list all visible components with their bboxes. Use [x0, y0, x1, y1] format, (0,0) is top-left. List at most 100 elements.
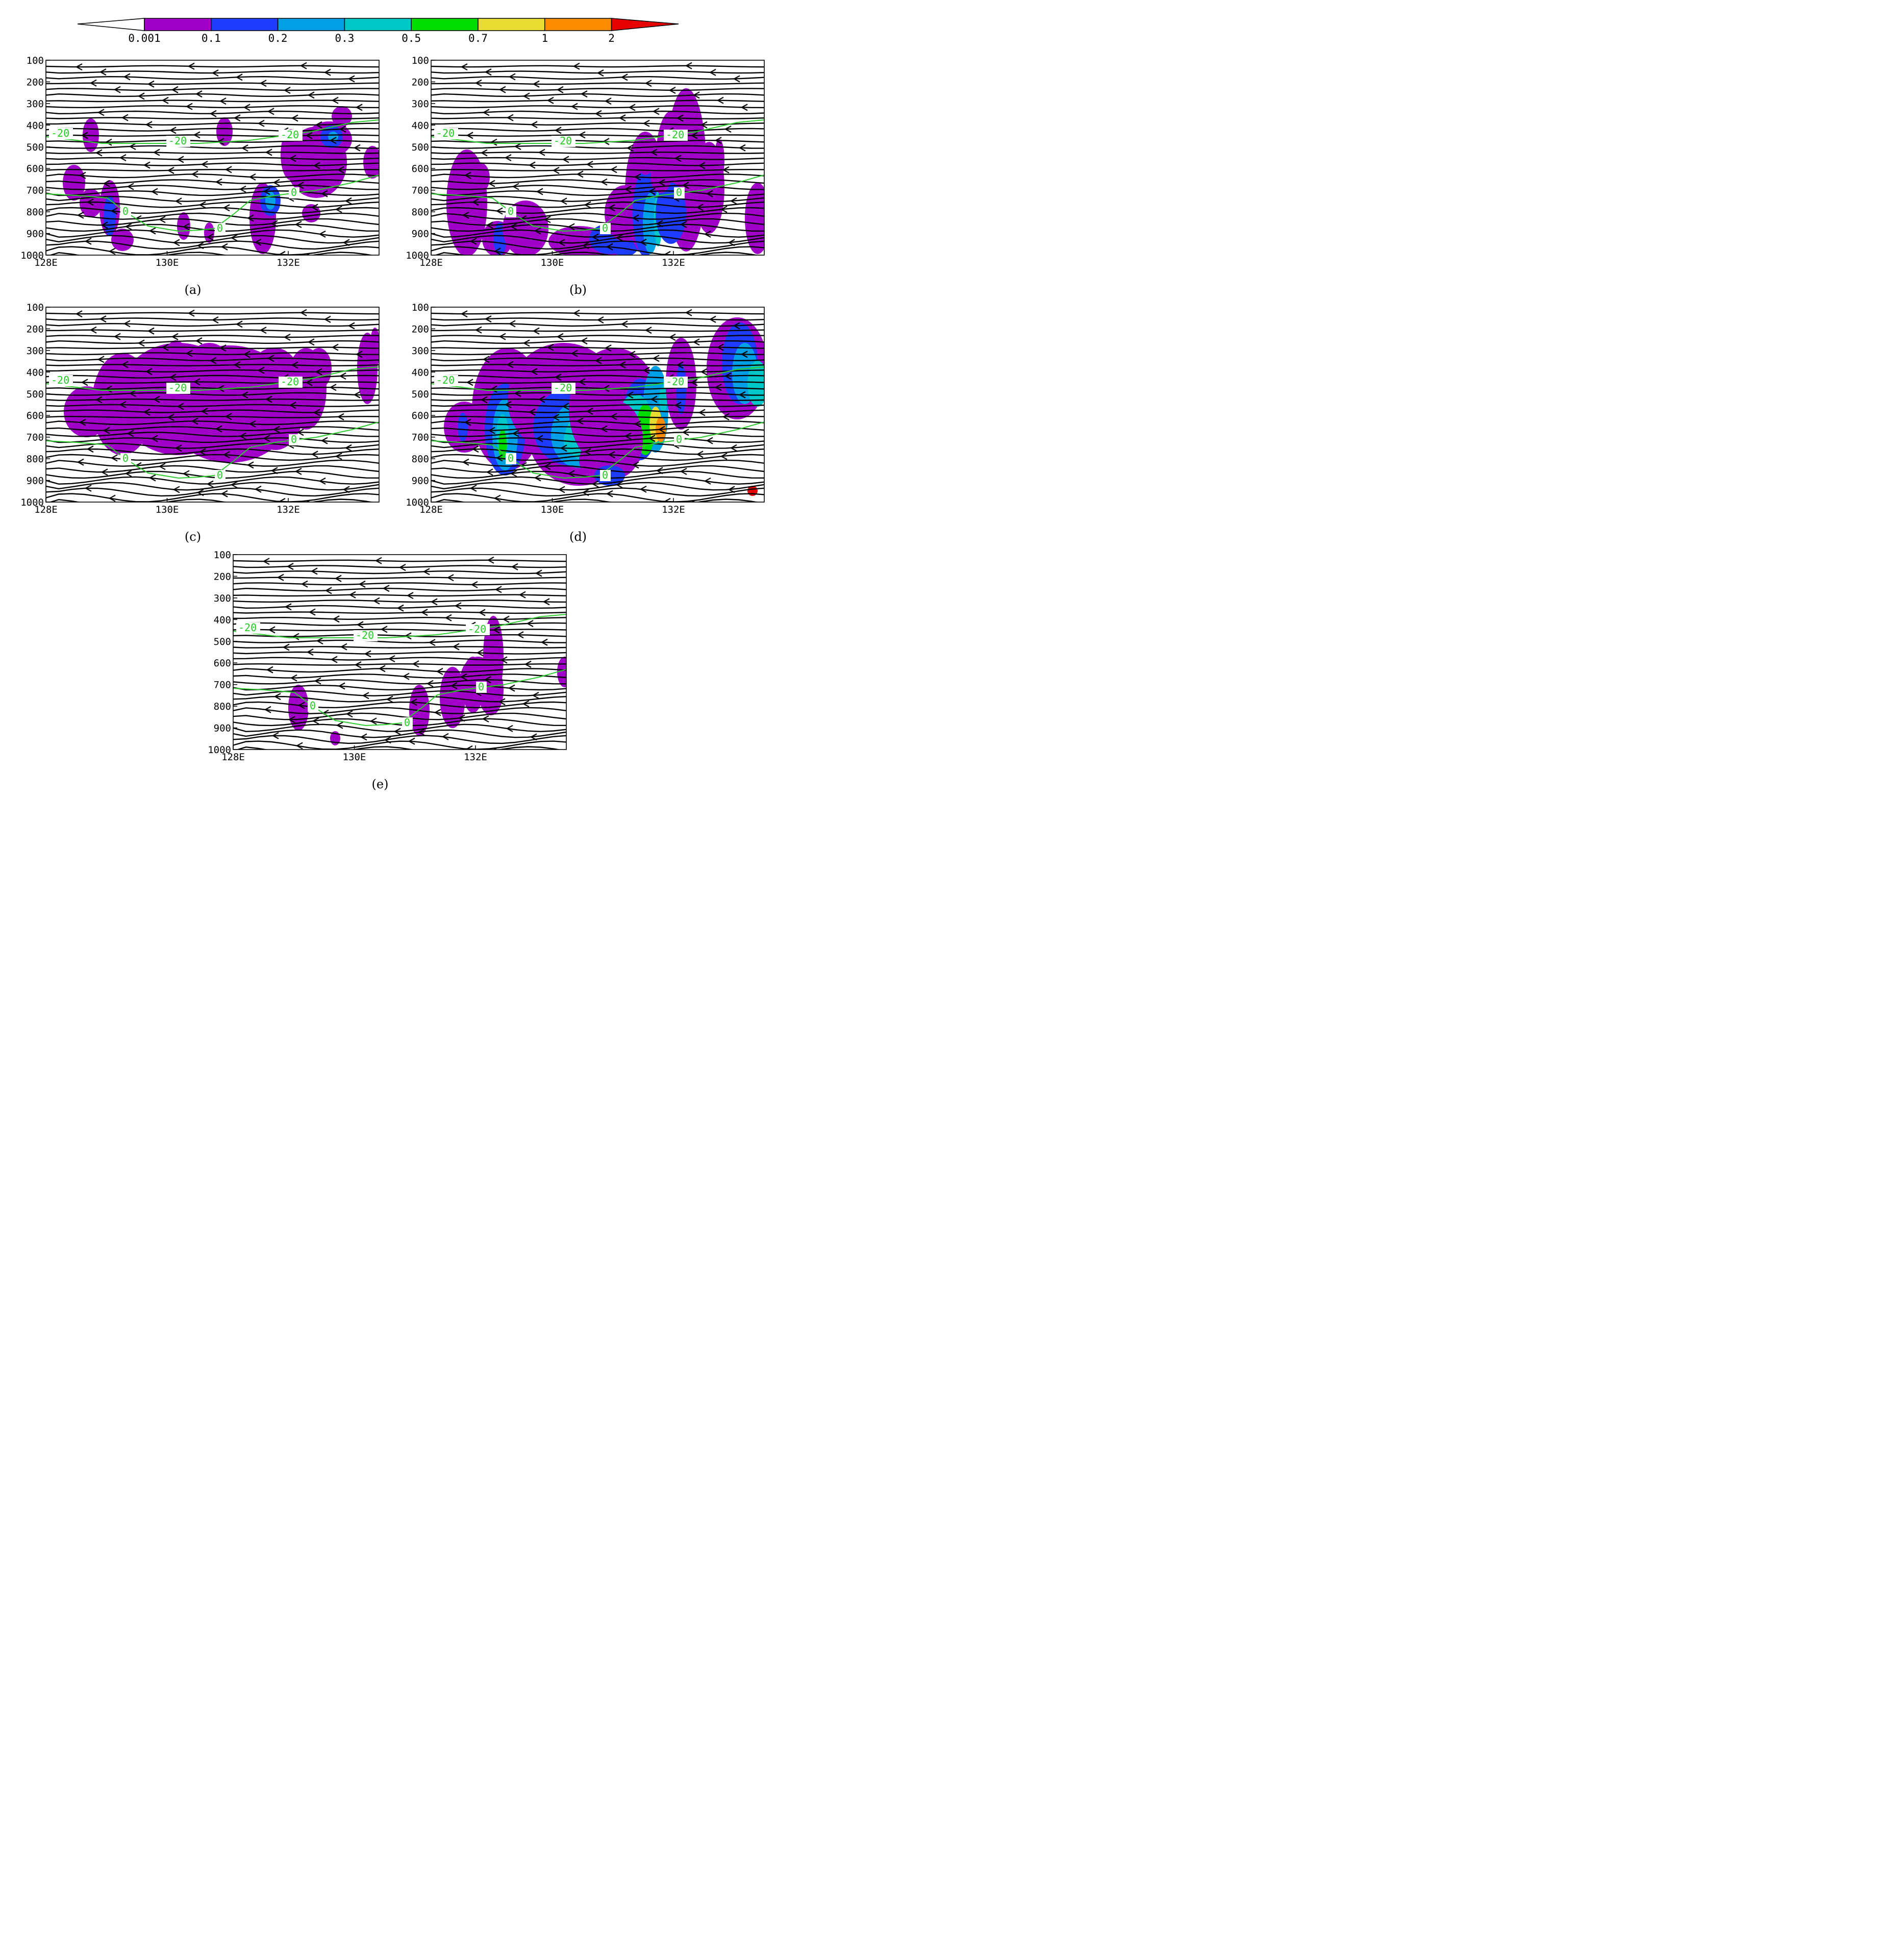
streamline-arrow: [465, 745, 473, 750]
streamline-arrow: [420, 609, 428, 616]
streamline-arrow: [556, 333, 564, 340]
streamline: [431, 493, 764, 502]
isotherm-label: -20: [554, 135, 572, 147]
streamline-arrow: [215, 178, 222, 186]
streamline-arrow: [153, 395, 160, 403]
x-tick-label: 130E: [156, 257, 179, 268]
streamline-arrow: [404, 632, 412, 640]
streamline-arrow: [268, 626, 275, 634]
streamline-arrow: [193, 131, 201, 139]
shading-contour: [478, 664, 504, 715]
streamline-arrow: [198, 448, 206, 456]
streamline-arrow: [177, 403, 184, 410]
streamline: [233, 582, 566, 586]
streamline-arrow: [110, 454, 118, 462]
streamline-arrow: [511, 563, 518, 570]
streamline-arrow: [312, 717, 319, 725]
streamline-arrow: [570, 350, 578, 357]
colorbar-swatch: [544, 18, 612, 31]
isotherm-label: 0: [676, 433, 682, 445]
streamline-arrow: [257, 119, 265, 127]
isotherm-label-bg: [166, 136, 190, 147]
y-tick-label: 500: [412, 389, 429, 400]
streamline: [431, 207, 764, 214]
streamline-arrow: [436, 667, 443, 675]
streamline-arrow: [594, 357, 602, 364]
streamline-arrow: [444, 614, 452, 621]
y-tick-label: 600: [214, 658, 231, 669]
streamline-arrow: [337, 413, 344, 420]
streamline: [233, 723, 566, 732]
streamline: [431, 212, 764, 220]
streamline-arrow: [600, 425, 608, 433]
y-tick-label: 500: [412, 142, 429, 153]
streamline-arrow: [680, 220, 687, 228]
streamline-arrow: [75, 310, 83, 318]
streamline: [431, 76, 764, 80]
streamline: [431, 195, 764, 202]
streamline-arrow: [469, 237, 477, 245]
colorbar-tick-label: 0.2: [268, 32, 288, 44]
streamline: [431, 487, 764, 497]
streamline-arrow: [215, 425, 222, 433]
shading-contour: [166, 340, 186, 371]
streamline: [431, 357, 764, 362]
streamline-arrow: [84, 484, 92, 492]
isotherm-label-bg: [674, 187, 685, 198]
streamline-arrow: [634, 420, 641, 428]
streamline-arrow: [161, 96, 169, 104]
streamline: [233, 695, 566, 703]
streamline-arrow: [311, 204, 318, 211]
streamline-arrow: [259, 327, 267, 334]
streamline: [431, 110, 764, 115]
streamline-arrow: [297, 702, 305, 709]
streamline-arrow: [586, 408, 593, 415]
streamline: [46, 65, 379, 68]
streamline-arrow: [626, 391, 634, 399]
y-tick-label: 100: [27, 302, 44, 313]
shading-contour: [328, 132, 338, 142]
isotherm-label-bg: [289, 434, 299, 445]
streamline: [431, 223, 764, 232]
streamline-arrow: [620, 73, 628, 81]
streamline-arrow: [246, 214, 254, 222]
x-tick-label: 132E: [277, 257, 300, 268]
isotherm-label-bg: [236, 622, 260, 634]
streamline-arrow: [338, 682, 345, 690]
streamline-arrow: [316, 637, 323, 645]
streamline-arrow: [510, 470, 517, 478]
streamline: [233, 622, 566, 626]
streamline-arrow: [508, 73, 516, 81]
streamline-arrow: [273, 693, 281, 701]
streamline: [431, 470, 764, 479]
streamline-arrow: [504, 401, 512, 409]
streamline: [46, 201, 379, 208]
streamline-arrow: [248, 173, 256, 181]
streamline: [431, 99, 764, 103]
streamline-arrow: [532, 80, 540, 88]
streamline: [46, 110, 379, 115]
streamline-arrow: [487, 556, 494, 564]
streamline-arrow: [77, 211, 84, 219]
streamline-arrow: [278, 251, 286, 255]
streamline-arrow: [299, 62, 307, 69]
streamline-arrow: [374, 557, 382, 564]
streamline-arrow: [720, 453, 728, 460]
colorbar-swatch: [478, 18, 545, 31]
streamline-arrow: [558, 486, 565, 493]
streamline-arrow: [426, 680, 434, 687]
streamline-arrow: [663, 497, 671, 502]
streamline-arrow: [103, 427, 110, 434]
colorbar-tick-label: 0.3: [335, 32, 354, 44]
streamline-arrow: [464, 418, 471, 426]
shading-contour: [498, 430, 507, 460]
streamline: [434, 498, 759, 502]
streamline-arrow: [201, 161, 208, 168]
streamline-arrow: [730, 444, 737, 452]
colorbar-low-arrow: [77, 18, 145, 31]
streamline-arrow: [355, 351, 363, 358]
streamline-arrow: [652, 108, 660, 115]
x-tick-label: 132E: [464, 752, 487, 763]
streamline-arrow: [182, 223, 190, 231]
streamline-arrow: [307, 91, 315, 99]
